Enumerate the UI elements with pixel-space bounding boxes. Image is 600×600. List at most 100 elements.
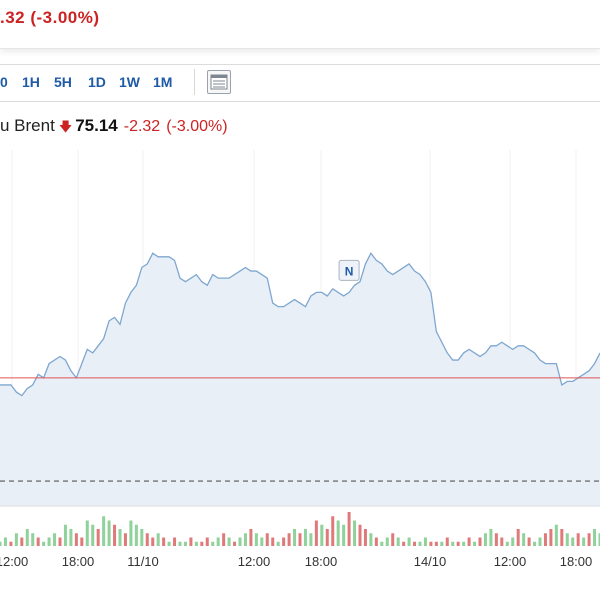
volume-bar	[183, 541, 187, 546]
news-marker-box	[338, 259, 360, 281]
table-view-icon[interactable]	[207, 70, 231, 94]
volume-bar	[282, 537, 286, 546]
volume-bar	[189, 537, 193, 546]
x-tick-label: 12:00	[238, 554, 271, 569]
volume-bar	[593, 529, 597, 546]
toolbar-divider	[194, 69, 195, 95]
volume-bar	[53, 533, 57, 546]
volume-bar	[96, 529, 100, 546]
volume-bar	[489, 529, 493, 546]
volume-bar	[151, 537, 155, 546]
volume-bar	[14, 533, 18, 546]
volume-bar	[522, 533, 526, 546]
volume-bar	[0, 541, 2, 546]
volume-bar	[238, 537, 242, 546]
volume-bar	[533, 541, 537, 546]
volume-bar	[47, 537, 51, 546]
volume-bar	[102, 516, 106, 546]
volume-bar	[413, 541, 417, 546]
header-change-value: .32 (-3.00%)	[0, 8, 100, 27]
volume-bar	[134, 524, 138, 546]
volume-bar	[598, 533, 600, 546]
volume-bar	[293, 529, 297, 546]
timeframe-button-1h[interactable]: 1H	[22, 74, 40, 90]
volume-bar	[391, 533, 395, 546]
volume-bar	[249, 529, 253, 546]
timeframe-button-1m[interactable]: 1M	[153, 74, 173, 90]
volume-bar	[407, 537, 411, 546]
volume-bar	[445, 537, 449, 546]
volume-bar	[565, 533, 569, 546]
news-marker-label: N	[345, 264, 354, 278]
volume-bar	[473, 541, 477, 546]
volume-bar	[451, 541, 455, 546]
timeframe-button-1w[interactable]: 1W	[119, 74, 140, 90]
volume-bar	[385, 537, 389, 546]
volume-bar	[80, 537, 84, 546]
volume-bar	[369, 533, 373, 546]
volume-bar	[440, 541, 444, 546]
volume-bar	[74, 533, 78, 546]
price-area-fill	[0, 253, 600, 506]
news-marker[interactable]: N	[338, 259, 360, 281]
volume-bar	[320, 524, 324, 546]
volume-bar	[314, 520, 318, 546]
volume-bar	[478, 537, 482, 546]
volume-bar	[178, 541, 182, 546]
down-arrow-icon: 🡇	[58, 119, 73, 134]
volume-bar	[140, 529, 144, 546]
volume-bar	[549, 529, 553, 546]
volume-bar	[353, 520, 357, 546]
volume-bar	[380, 541, 384, 546]
volume-bar	[516, 529, 520, 546]
volume-bar	[211, 541, 215, 546]
volume-bar	[456, 541, 460, 546]
volume-bar	[462, 541, 466, 546]
volume-bar	[500, 537, 504, 546]
volume-bar	[173, 537, 177, 546]
timeframe-button-1d[interactable]: 1D	[88, 74, 106, 90]
volume-bar	[276, 541, 280, 546]
x-tick-label: 12:00	[494, 554, 527, 569]
volume-bar	[325, 529, 329, 546]
volume-bar	[494, 533, 498, 546]
volume-bar	[505, 541, 509, 546]
volume-bar	[20, 537, 24, 546]
volume-bar	[538, 537, 542, 546]
volume-bar	[69, 529, 73, 546]
x-tick-label: 18:00	[62, 554, 95, 569]
volume-bar	[303, 529, 307, 546]
timeframe-button-partial[interactable]: 0	[0, 74, 8, 90]
volume-bar	[118, 529, 122, 546]
volume-bar	[587, 533, 591, 546]
volume-bar	[25, 529, 29, 546]
x-tick-label: 11/10	[127, 554, 159, 569]
volume-bar	[423, 537, 427, 546]
timeframe-button-5h[interactable]: 5H	[54, 74, 72, 90]
chart-toolbar: 0 1H 5H 1D 1W 1M	[0, 64, 600, 102]
x-tick-label: 18:00	[560, 554, 593, 569]
volume-bar	[156, 533, 160, 546]
x-tick-label: 12:00	[0, 554, 28, 569]
volume-bar	[582, 537, 586, 546]
volume-bar	[129, 520, 133, 546]
price-change: -2.32	[123, 118, 161, 135]
volume-bar	[63, 524, 67, 546]
volume-bar	[560, 529, 564, 546]
volume-bar	[107, 520, 111, 546]
x-tick-label: 18:00	[305, 554, 338, 569]
volume-bar	[363, 529, 367, 546]
volume-bars	[0, 512, 600, 546]
volume-bar	[3, 537, 7, 546]
price-line	[0, 252, 600, 397]
volume-bar	[358, 524, 362, 546]
volume-bar	[145, 533, 149, 546]
volume-bar	[216, 537, 220, 546]
volume-bar	[58, 537, 62, 546]
volume-bar	[271, 537, 275, 546]
header-bar: .32 (-3.00%)	[0, 0, 600, 49]
volume-bar	[429, 541, 433, 546]
volume-bar	[342, 524, 346, 546]
volume-bar	[347, 512, 351, 546]
volume-bar	[287, 533, 291, 546]
